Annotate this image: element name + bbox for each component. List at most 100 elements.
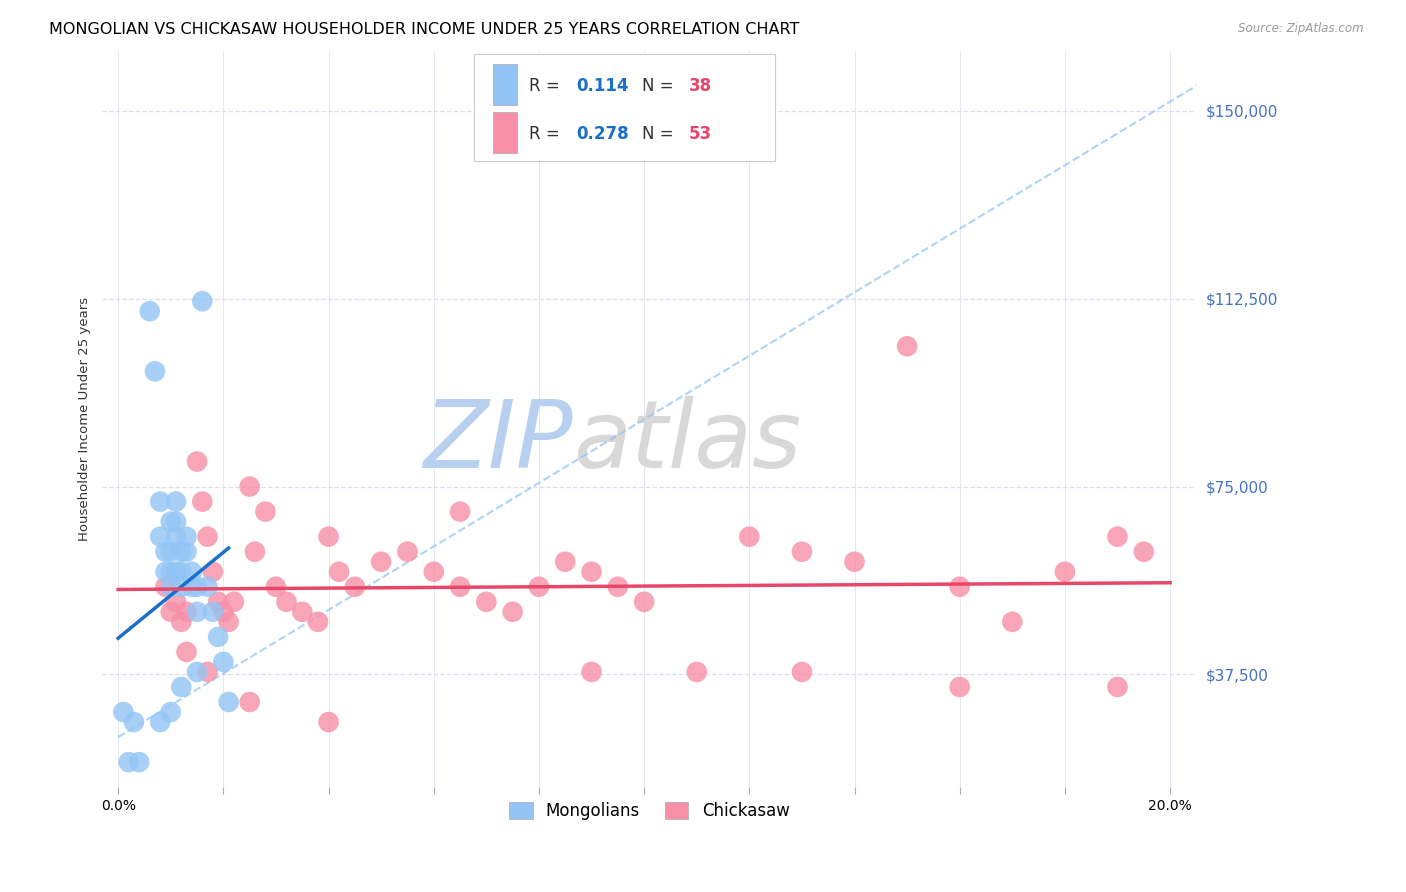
Point	[138, 304, 160, 318]
Point	[149, 494, 172, 508]
Point	[370, 555, 392, 569]
Point	[790, 544, 813, 558]
Point	[212, 605, 235, 619]
Text: R =: R =	[529, 125, 565, 143]
Point	[149, 530, 172, 544]
Point	[475, 595, 498, 609]
Point	[738, 530, 761, 544]
Point	[176, 544, 198, 558]
Point	[155, 580, 177, 594]
Point	[197, 665, 219, 679]
Point	[159, 605, 181, 619]
Text: ZIP: ZIP	[423, 395, 572, 486]
Point	[165, 494, 187, 508]
Point	[276, 595, 298, 609]
Point	[176, 530, 198, 544]
Text: 0.278: 0.278	[576, 125, 628, 143]
Text: 38: 38	[689, 77, 711, 95]
Point	[201, 565, 224, 579]
Point	[218, 615, 240, 629]
Text: 53: 53	[689, 125, 711, 143]
Point	[212, 655, 235, 669]
Point	[554, 555, 576, 569]
Text: atlas: atlas	[572, 395, 801, 486]
Point	[165, 530, 187, 544]
Point	[118, 755, 141, 769]
Point	[186, 605, 208, 619]
Point	[686, 665, 709, 679]
Point	[254, 505, 277, 519]
Legend: Mongolians, Chickasaw: Mongolians, Chickasaw	[502, 795, 796, 827]
Point	[197, 580, 219, 594]
Text: 0.114: 0.114	[576, 77, 628, 95]
Point	[449, 505, 471, 519]
Point	[1107, 680, 1129, 694]
Point	[186, 580, 208, 594]
Text: R =: R =	[529, 77, 565, 95]
Point	[318, 714, 340, 729]
Point	[186, 665, 208, 679]
Point	[122, 714, 145, 729]
Point	[149, 714, 172, 729]
Point	[239, 695, 262, 709]
Point	[844, 555, 866, 569]
Point	[155, 544, 177, 558]
FancyBboxPatch shape	[494, 64, 517, 105]
Point	[222, 595, 245, 609]
Point	[1053, 565, 1076, 579]
Point	[159, 565, 181, 579]
Point	[318, 530, 340, 544]
Point	[180, 580, 202, 594]
Point	[155, 565, 177, 579]
Point	[165, 595, 187, 609]
Point	[1001, 615, 1024, 629]
Point	[159, 515, 181, 529]
Point	[343, 580, 366, 594]
Point	[949, 580, 972, 594]
Point	[128, 755, 150, 769]
Text: MONGOLIAN VS CHICKASAW HOUSEHOLDER INCOME UNDER 25 YEARS CORRELATION CHART: MONGOLIAN VS CHICKASAW HOUSEHOLDER INCOM…	[49, 22, 800, 37]
Point	[1107, 530, 1129, 544]
Point	[449, 580, 471, 594]
Point	[170, 615, 193, 629]
Text: N =: N =	[641, 77, 679, 95]
Point	[606, 580, 628, 594]
Point	[218, 695, 240, 709]
Point	[176, 645, 198, 659]
Point	[581, 565, 603, 579]
Point	[201, 605, 224, 619]
Point	[243, 544, 266, 558]
Point	[170, 565, 193, 579]
FancyBboxPatch shape	[474, 54, 775, 161]
Point	[180, 565, 202, 579]
Point	[328, 565, 350, 579]
Point	[191, 294, 214, 309]
Point	[307, 615, 329, 629]
Point	[896, 339, 918, 353]
Point	[527, 580, 550, 594]
Point	[170, 580, 193, 594]
Point	[170, 680, 193, 694]
Point	[1133, 544, 1156, 558]
Point	[291, 605, 314, 619]
Point	[633, 595, 655, 609]
Point	[176, 605, 198, 619]
Point	[264, 580, 287, 594]
Point	[159, 580, 181, 594]
Point	[197, 530, 219, 544]
Point	[422, 565, 444, 579]
Text: Source: ZipAtlas.com: Source: ZipAtlas.com	[1239, 22, 1364, 36]
Point	[186, 454, 208, 468]
Point	[118, 830, 141, 845]
Point	[191, 494, 214, 508]
Point	[159, 544, 181, 558]
Point	[207, 595, 229, 609]
Point	[207, 630, 229, 644]
Point	[170, 544, 193, 558]
Point	[159, 705, 181, 719]
Point	[165, 565, 187, 579]
Point	[790, 665, 813, 679]
Point	[581, 665, 603, 679]
Point	[165, 515, 187, 529]
Point	[502, 605, 524, 619]
